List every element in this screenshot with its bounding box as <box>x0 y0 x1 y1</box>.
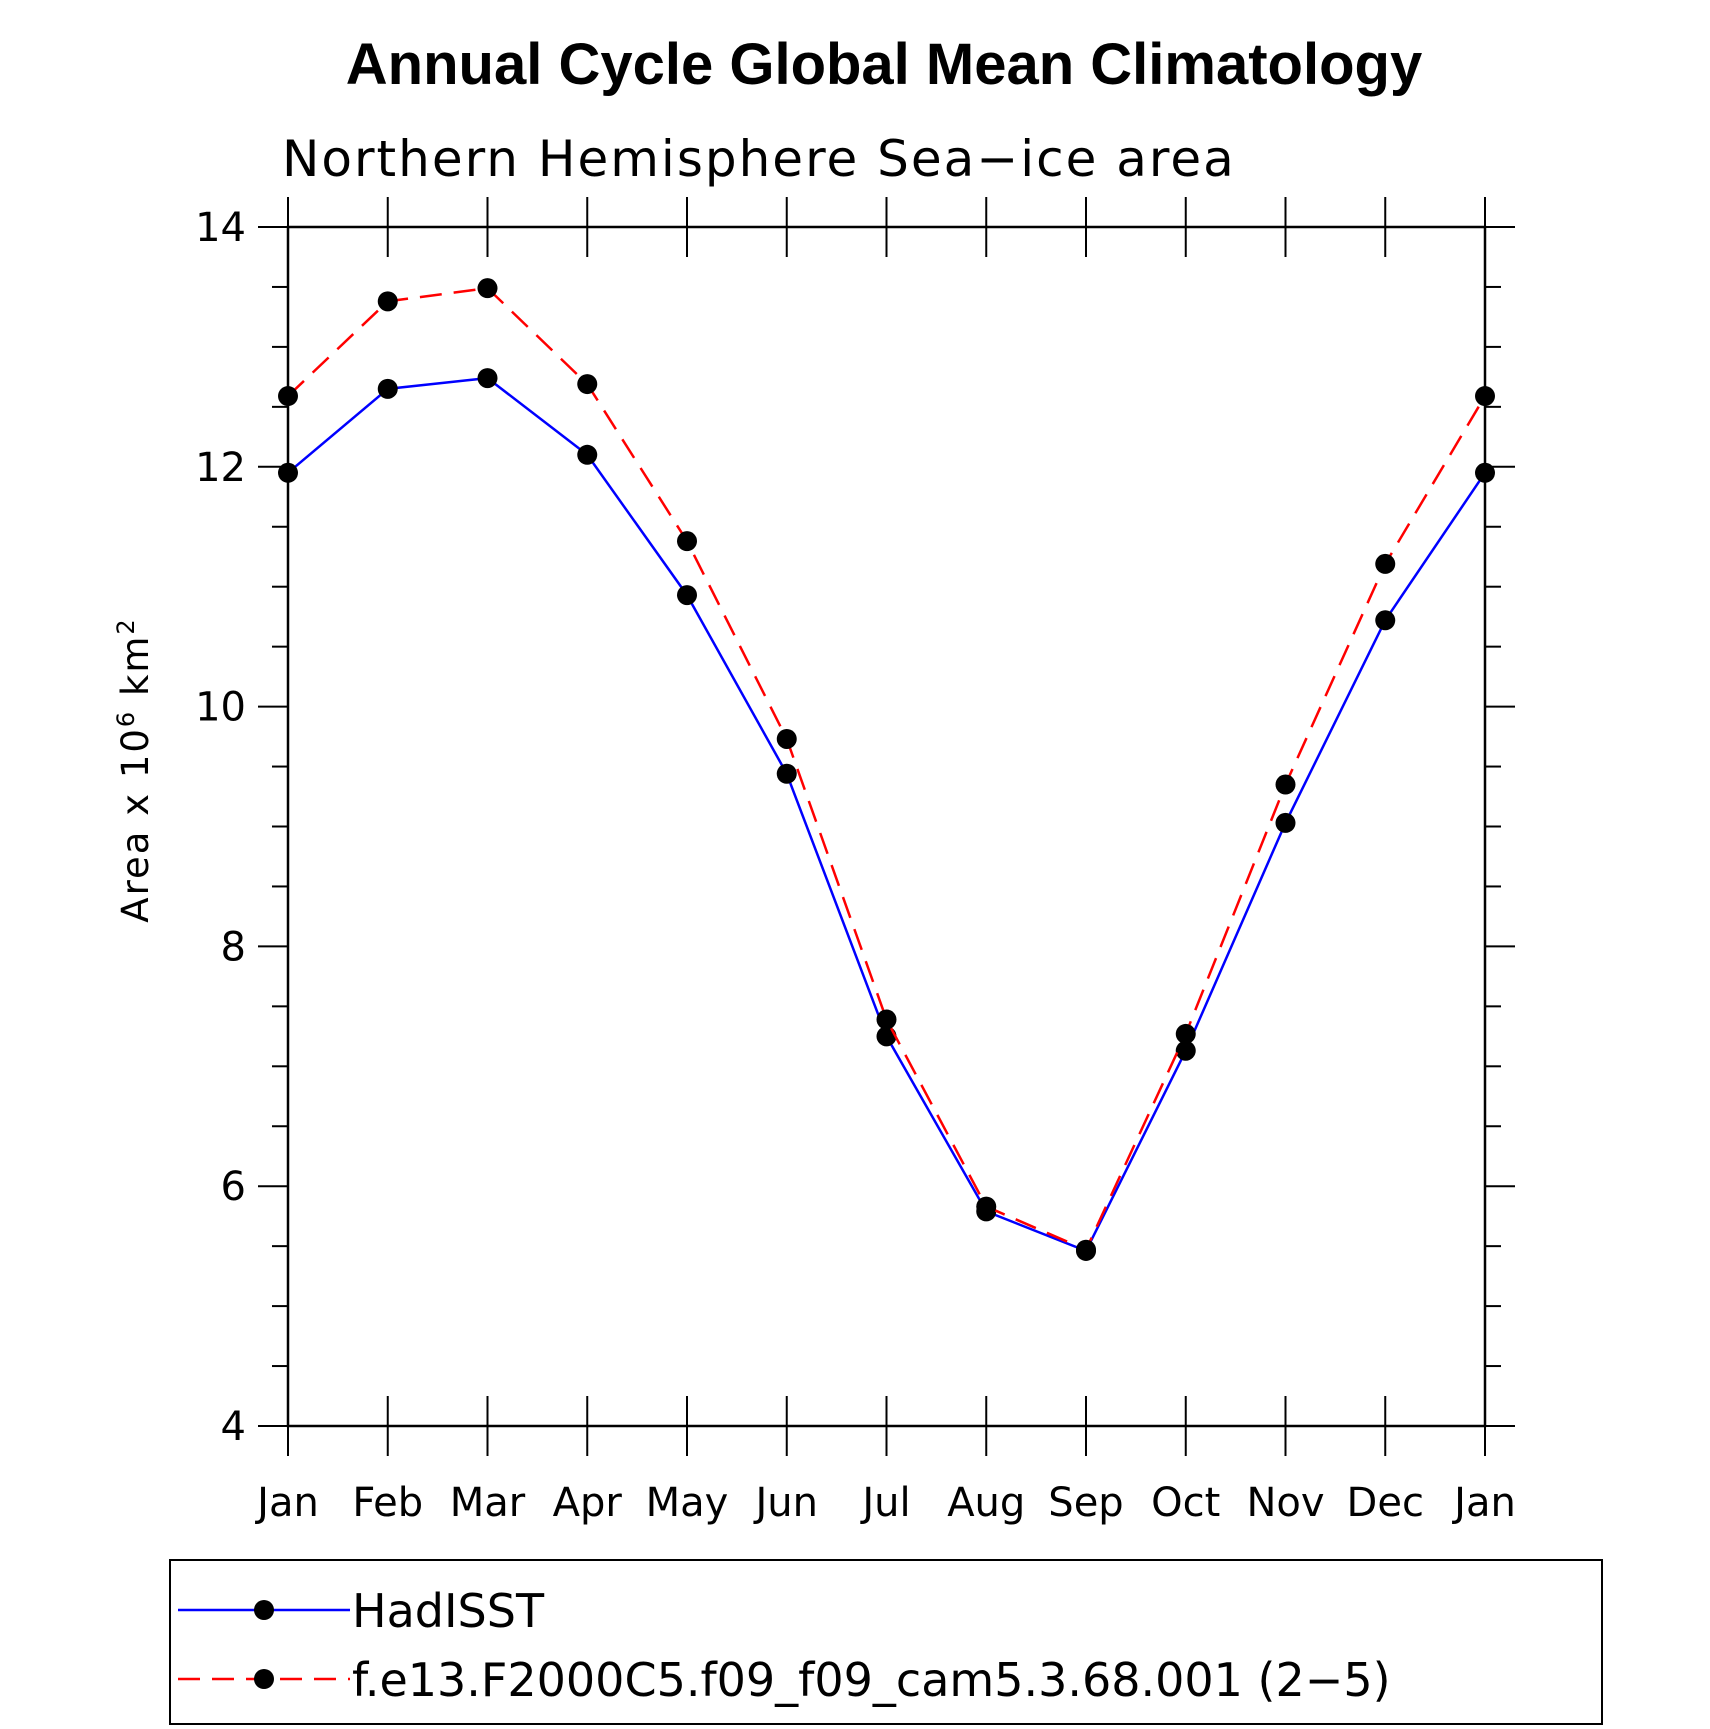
series-line-2 <box>287 286 1487 1252</box>
legend-label-2: f.e13.F2000C5.f09_f09_cam5.3.68.001 (2−5… <box>352 1653 1391 1707</box>
x-tick-label: Oct <box>1151 1480 1220 1526</box>
series-1-point <box>477 368 498 389</box>
series-1-point <box>577 444 598 465</box>
series-2-point <box>1076 1239 1096 1260</box>
x-tick-label: Jul <box>859 1480 910 1526</box>
legend-marker-1 <box>254 1600 274 1620</box>
x-tick-label: May <box>646 1480 729 1526</box>
series-line-1 <box>287 376 1487 1253</box>
x-tick-label: Jun <box>753 1480 819 1526</box>
y-tick-label: 10 <box>195 685 246 731</box>
series-2-point <box>1175 1023 1196 1044</box>
series-2-point <box>577 374 598 395</box>
legend-marker-2 <box>254 1669 274 1689</box>
chart-subtitle: Northern Hemisphere Sea−ice area <box>282 130 1236 188</box>
series-1-point <box>677 585 697 606</box>
x-tick-label: Feb <box>352 1480 423 1526</box>
series-2-point <box>976 1196 997 1217</box>
y-axis-label: Area x 106 km2 <box>112 617 157 922</box>
legend-box <box>169 1559 1603 1725</box>
series-lines <box>278 278 1495 1261</box>
y-tick-label: 14 <box>195 205 246 251</box>
series-1-point <box>1175 1040 1196 1061</box>
x-tick-label: Jan <box>1451 1480 1516 1526</box>
series-2-point <box>776 728 797 749</box>
chart-title: Annual Cycle Global Mean Climatology <box>346 32 1422 97</box>
series-2-point <box>677 531 697 552</box>
series-2-point <box>477 278 498 299</box>
plot-frame <box>286 225 1487 1428</box>
y-tick-label: 6 <box>221 1164 246 1210</box>
series-2-point <box>876 1009 897 1030</box>
x-tick-label: Apr <box>553 1480 623 1526</box>
x-tick-label: Dec <box>1347 1480 1424 1526</box>
series-2-point <box>278 386 298 407</box>
series-1-point <box>1475 462 1495 483</box>
series-2-point <box>1275 774 1296 795</box>
x-tick-label: Nov <box>1246 1480 1324 1526</box>
series-1-point <box>776 763 797 784</box>
series-1-point <box>1275 812 1296 833</box>
x-tick-label: Jan <box>254 1480 319 1526</box>
y-tick-label: 4 <box>221 1404 246 1450</box>
series-1-point <box>278 462 298 483</box>
y-tick-label: 12 <box>195 445 246 491</box>
series-1-point <box>377 378 398 399</box>
legend: HadISST f.e13.F2000C5.f09_f09_cam5.3.68.0… <box>169 1559 1603 1725</box>
legend-label-1: HadISST <box>352 1584 545 1638</box>
series-2-point <box>1475 386 1495 407</box>
y-tick-label: 8 <box>221 924 246 970</box>
series-2-point <box>377 291 398 312</box>
series-2-point <box>1375 553 1396 574</box>
x-tick-label: Sep <box>1048 1480 1123 1526</box>
axes: 4 6 8 10 12 14 Jan Feb Mar Apr May Jun Jul Aug Sep Oct N… <box>195 197 1516 1526</box>
x-tick-label: Mar <box>450 1480 526 1526</box>
series-1-point <box>1375 610 1396 631</box>
x-tick-label: Aug <box>947 1480 1025 1526</box>
